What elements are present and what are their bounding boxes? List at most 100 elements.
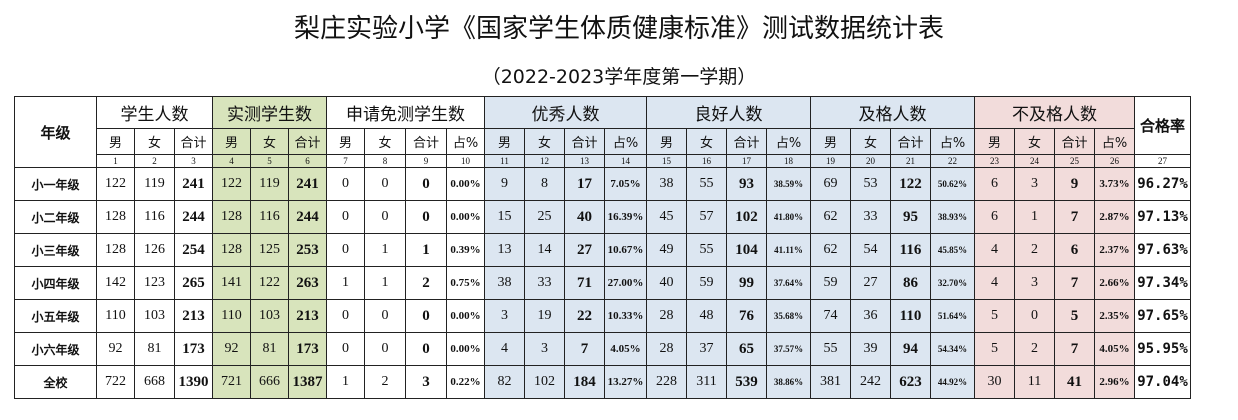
value-cell: 55 [810,332,851,366]
value-cell: 30 [974,365,1015,399]
group-fail: 不及格人数 [974,96,1135,129]
column-index-cell: 20 [850,154,891,168]
percent-cell: 7.05% [604,167,647,201]
column-index-cell: 1 [96,154,135,168]
value-cell: 59 [810,266,851,300]
value-cell: 241 [288,167,327,201]
value-cell: 3 [405,365,447,399]
value-cell: 9 [484,167,525,201]
percent-cell: 37.57% [766,332,811,366]
pass-rate-cell: 97.04% [1134,365,1191,399]
table-row: 小二年级 128 116 244 128 116 244 0 0 0 0.00% 15 25 40 16.3… [14,200,1191,234]
value-cell: 40 [646,266,687,300]
subheader-cell: 合计 [405,128,447,155]
value-cell: 27 [850,266,891,300]
value-cell: 0 [405,200,447,234]
column-index-cell: 19 [810,154,851,168]
value-cell: 14 [524,233,565,267]
value-cell: 722 [96,365,135,399]
group-excellent: 优秀人数 [484,96,647,129]
value-cell: 244 [288,200,327,234]
grade-header: 年级 [14,96,97,168]
value-cell: 2 [364,365,406,399]
value-cell: 57 [686,200,727,234]
table-row: 小五年级 110 103 213 110 103 213 0 0 0 0.00% 3 19 22 10.33… [14,299,1191,333]
group-good: 良好人数 [646,96,811,129]
percent-cell: 10.33% [604,299,647,333]
value-cell: 263 [288,266,327,300]
percent-cell: 0.00% [446,332,485,366]
column-index-cell: 5 [250,154,289,168]
percent-cell: 37.64% [766,266,811,300]
value-cell: 0 [405,167,447,201]
value-cell: 241 [174,167,213,201]
column-index-cell: 25 [1054,154,1095,168]
value-cell: 3 [1014,167,1055,201]
value-cell: 4 [974,233,1015,267]
pass-rate-cell: 95.95% [1134,332,1191,366]
value-cell: 1 [364,266,406,300]
pass-rate-header: 合格率 [1134,96,1191,155]
subheader-cell: 合计 [1054,128,1095,155]
value-cell: 7 [564,332,605,366]
column-index-cell: 26 [1094,154,1135,168]
percent-cell: 0.00% [446,167,485,201]
grade-cell: 小五年级 [14,299,97,333]
value-cell: 74 [810,299,851,333]
value-cell: 122 [890,167,931,201]
percent-cell: 2.87% [1094,200,1135,234]
value-cell: 110 [96,299,135,333]
value-cell: 4 [974,266,1015,300]
subheader-cell: 女 [524,128,565,155]
value-cell: 116 [250,200,289,234]
value-cell: 1387 [288,365,327,399]
percent-cell: 45.85% [930,233,975,267]
group-pass: 及格人数 [810,96,975,129]
value-cell: 0 [326,167,365,201]
value-cell: 94 [890,332,931,366]
pass-rate-cell: 97.65% [1134,299,1191,333]
value-cell: 623 [890,365,931,399]
value-cell: 141 [212,266,251,300]
percent-cell: 41.80% [766,200,811,234]
value-cell: 381 [810,365,851,399]
subheader-cell: 合计 [174,128,213,155]
subheader-cell: 占% [1094,128,1135,155]
value-cell: 25 [524,200,565,234]
percent-cell: 0.22% [446,365,485,399]
subheader-cell: 合计 [288,128,327,155]
column-index-cell: 17 [726,154,767,168]
value-cell: 7 [1054,266,1095,300]
value-cell: 5 [974,299,1015,333]
subheader-cell: 男 [96,128,135,155]
value-cell: 99 [726,266,767,300]
column-index-cell: 3 [174,154,213,168]
column-index-cell: 16 [686,154,727,168]
column-index-cell: 23 [974,154,1015,168]
value-cell: 92 [212,332,251,366]
pass-rate-cell: 97.34% [1134,266,1191,300]
value-cell: 93 [726,167,767,201]
subheader-cell: 女 [250,128,289,155]
grade-cell: 小四年级 [14,266,97,300]
value-cell: 1 [326,266,365,300]
percent-cell: 54.34% [930,332,975,366]
subheader-cell: 合计 [890,128,931,155]
grade-cell: 小二年级 [14,200,97,234]
value-cell: 1 [364,233,406,267]
page-subtitle: （2022-2023学年度第一学期） [481,66,757,88]
group-tested: 实测学生数 [212,96,327,129]
value-cell: 7 [1054,332,1095,366]
percent-cell: 35.68% [766,299,811,333]
value-cell: 5 [974,332,1015,366]
value-cell: 28 [646,332,687,366]
percent-cell: 27.00% [604,266,647,300]
value-cell: 39 [850,332,891,366]
subheader-cell: 女 [686,128,727,155]
value-cell: 254 [174,233,213,267]
value-cell: 11 [1014,365,1055,399]
value-cell: 0 [326,233,365,267]
value-cell: 65 [726,332,767,366]
column-index-cell: 12 [524,154,565,168]
column-index-cell: 13 [564,154,605,168]
